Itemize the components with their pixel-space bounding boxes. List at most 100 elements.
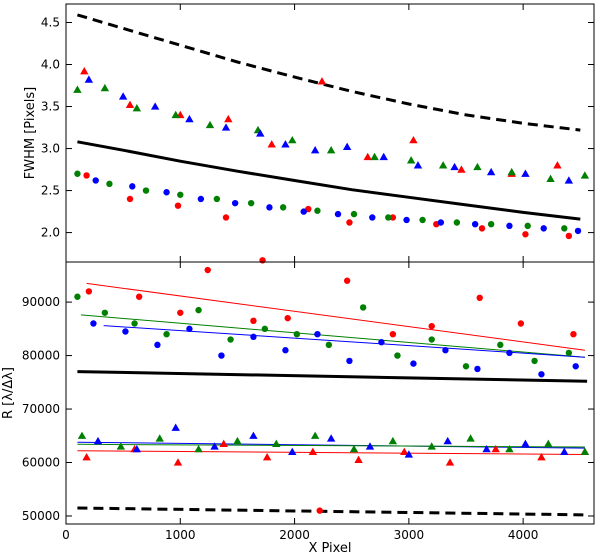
bottom-green-circles-point xyxy=(325,341,333,349)
top-red-triangles xyxy=(80,67,562,177)
top-green-triangles-point xyxy=(438,161,448,169)
top-blue-circles-point xyxy=(197,195,205,203)
bottom-green-triangles-point xyxy=(427,442,436,450)
top-blue-triangles-point xyxy=(310,146,320,154)
panel-bottom-frame xyxy=(65,261,595,525)
top-blue-circles-point xyxy=(471,220,479,228)
top-blue-triangles-point xyxy=(450,162,459,171)
top-lower-solid-curve-line xyxy=(77,140,581,221)
bottom-red-circles-point xyxy=(517,320,525,327)
top-blue-triangles-point xyxy=(486,167,496,176)
bottom-green-circles-point xyxy=(531,357,538,365)
bottom-green-triangles-point xyxy=(466,434,475,442)
top-blue-triangles-point xyxy=(185,114,194,123)
bottom-blue-triangles-point xyxy=(210,442,219,450)
bottom-blue-triangles-point xyxy=(93,436,103,445)
top-blue-triangles-point xyxy=(281,140,290,148)
bottom-blue-circles-point xyxy=(346,357,353,365)
top-ytick-label: 2.5 xyxy=(41,184,60,198)
top-ytick-label: 4.5 xyxy=(41,15,60,29)
bottom-blue-triangles-point xyxy=(443,436,452,445)
bottom-green-triangle-fit-line xyxy=(77,443,585,448)
top-ytick-label: 4.0 xyxy=(41,58,60,72)
bottom-ytick-label: 60000 xyxy=(22,456,60,470)
top-green-circles-point xyxy=(177,191,184,198)
bottom-green-circles-point xyxy=(131,320,138,327)
top-upper-dashed-curve-line xyxy=(76,13,581,132)
bottom-red-triangles-point xyxy=(491,444,500,453)
bottom-red-circles-point xyxy=(428,322,435,330)
top-blue-circles-point xyxy=(540,225,547,232)
bottom-blue-circles-point xyxy=(506,349,513,357)
top-green-triangles-point xyxy=(546,174,555,182)
bottom-blue-circles-point xyxy=(474,365,481,373)
top-red-circles-point xyxy=(389,214,397,221)
bottom-blue-triangles-point xyxy=(365,442,375,450)
panel-bottom-resolution: R [λ/Δλ] X Pixel 50000 60000 70000 80000 900… xyxy=(1,261,595,555)
bottom-red-circle-fit-line xyxy=(86,282,585,351)
bottom-ytick-label: 80000 xyxy=(22,349,60,363)
top-green-circles-point xyxy=(279,204,287,211)
bottom-blue-triangles-point xyxy=(521,439,530,447)
top-green-triangles-point xyxy=(507,167,516,176)
bottom-green-circles-point xyxy=(428,336,435,343)
bottom-red-circles-point xyxy=(316,507,323,514)
top-green-triangles-point xyxy=(326,146,336,154)
top-blue-triangles-point xyxy=(379,152,388,161)
top-green-triangles-point xyxy=(580,171,590,179)
top-ytick-label: 2.0 xyxy=(41,226,60,240)
bottom-green-circles xyxy=(74,293,573,370)
bottom-blue-circles-point xyxy=(314,330,321,338)
bottom-blue-circles-point xyxy=(154,341,161,349)
top-blue-triangles-point xyxy=(256,129,265,137)
bottom-lower-dashed-reference-line xyxy=(77,506,588,517)
bottom-green-circles-point xyxy=(195,306,202,314)
top-blue-triangles-point xyxy=(150,102,160,110)
bottom-blue-circles-point xyxy=(250,333,257,341)
bottom-red-triangles-point xyxy=(354,455,363,463)
bottom-red-triangle-fit-line xyxy=(77,450,585,455)
bottom-xtick-label: 1000 xyxy=(165,528,196,542)
panel-top-fwhm: FWHM [Pixels] 2.0 2.5 3.0 3.5 4.0 4.5 xyxy=(23,3,595,264)
top-green-circles xyxy=(74,170,568,232)
top-blue-circles-point xyxy=(437,219,445,226)
bottom-green-triangles-point xyxy=(544,439,553,447)
bottom-blue-triangles-point xyxy=(249,431,258,439)
bottom-blue-circles-point xyxy=(378,339,385,346)
bottom-blue-triangles-point xyxy=(326,434,336,442)
bottom-green-triangles-point xyxy=(155,434,164,442)
top-green-circles-point xyxy=(247,199,255,207)
top-blue-triangles-point xyxy=(342,142,352,151)
bottom-upper-solid-reference-line xyxy=(77,370,588,383)
top-red-triangles-point xyxy=(80,67,89,75)
bottom-green-triangles-point xyxy=(116,442,126,450)
top-green-triangles-point xyxy=(205,120,215,129)
bottom-red-circles-point xyxy=(284,314,291,322)
top-blue-triangles-point xyxy=(413,161,423,169)
top-red-triangles-point xyxy=(125,100,135,108)
bottom-blue-triangles-point xyxy=(288,447,297,455)
top-blue-triangles-point xyxy=(564,176,574,184)
bottom-red-triangles-point xyxy=(308,447,318,455)
top-blue-circles xyxy=(92,177,582,235)
top-red-triangles-point xyxy=(553,161,562,169)
bottom-red-triangles-point xyxy=(173,458,183,466)
bottom-red-circles-point xyxy=(85,288,93,295)
top-green-triangles-point xyxy=(370,152,379,161)
bottom-blue-triangles xyxy=(93,423,569,458)
top-blue-triangles xyxy=(84,75,574,184)
top-green-triangles-point xyxy=(100,83,110,92)
top-green-circles-point xyxy=(561,225,568,232)
bottom-green-triangles-point xyxy=(505,444,514,453)
top-green-circles-point xyxy=(350,210,358,218)
bottom-blue-circles-point xyxy=(538,371,545,378)
bottom-xtick-label: 0 xyxy=(62,528,70,542)
bottom-blue-circles-point xyxy=(442,347,449,354)
bottom-green-circles-point xyxy=(497,341,504,349)
bottom-green-circles-point xyxy=(293,330,301,338)
top-red-triangles-point xyxy=(457,165,466,173)
bottom-red-circles-point xyxy=(476,294,483,302)
bottom-xtick-label: 2000 xyxy=(279,528,310,542)
bottom-red-circles-point xyxy=(389,330,397,338)
top-blue-circles-point xyxy=(300,208,307,215)
